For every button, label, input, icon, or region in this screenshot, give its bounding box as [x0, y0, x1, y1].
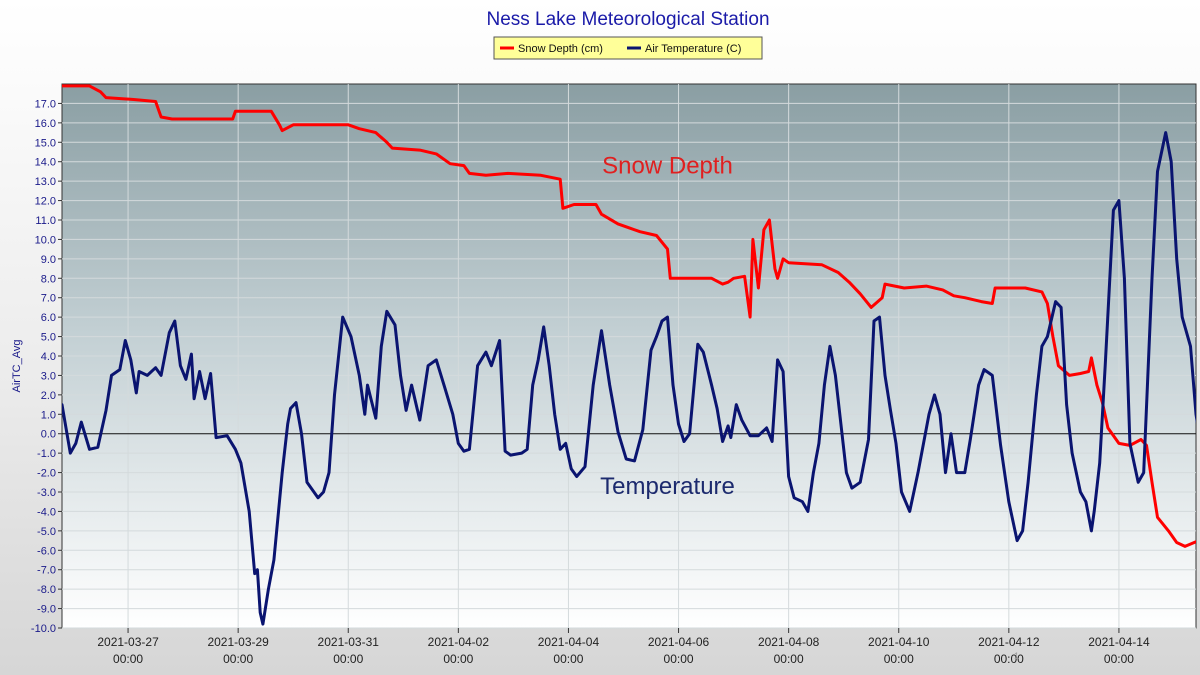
y-tick-label: 9.0: [41, 254, 56, 266]
x-tick-label-time: 00:00: [113, 652, 143, 666]
air-temperature-line: [62, 131, 1196, 626]
y-tick-label: 2.0: [41, 390, 56, 402]
x-tick-label-time: 00:00: [994, 652, 1024, 666]
y-tick-label: 15.0: [35, 137, 56, 149]
y-tick-label: -5.0: [37, 526, 56, 538]
y-tick-label: -10.0: [31, 623, 56, 635]
x-tick-label-date: 2021-04-06: [648, 635, 710, 649]
x-tick-label-time: 00:00: [553, 652, 583, 666]
y-tick-label: 6.0: [41, 312, 56, 324]
annotation-temperature: Temperature: [600, 473, 735, 500]
y-tick-label: 10.0: [35, 234, 56, 246]
y-tick-label: 16.0: [35, 118, 56, 130]
y-tick-label: -2.0: [37, 468, 56, 480]
series-lines: [62, 84, 1196, 626]
x-tick-label-date: 2021-04-02: [428, 635, 490, 649]
y-tick-label: 1.0: [41, 409, 56, 421]
y-tick-label: 3.0: [41, 370, 56, 382]
x-tick-label-date: 2021-04-10: [868, 635, 930, 649]
x-tick-label-time: 00:00: [1104, 652, 1134, 666]
y-tick-label: -9.0: [37, 604, 56, 616]
y-tick-label: 14.0: [35, 157, 56, 169]
y-axis: -10.0 -9.0 -8.0 -7.0 -6.0 -5.0 -4.0 -3.0 -2.0 -1.…: [31, 98, 62, 635]
y-tick-label: 0.0: [41, 429, 56, 441]
y-tick-label: 12.0: [35, 196, 56, 208]
x-tick-label-date: 2021-03-29: [207, 635, 269, 649]
y-tick-label: 4.0: [41, 351, 56, 363]
x-tick-label-time: 00:00: [223, 652, 253, 666]
x-tick-label-date: 2021-04-14: [1088, 635, 1150, 649]
x-tick-label-date: 2021-03-27: [97, 635, 159, 649]
y-tick-label: -7.0: [37, 565, 56, 577]
legend: Snow Depth (cm) Air Temperature (C): [493, 36, 763, 60]
x-tick-label-date: 2021-04-04: [538, 635, 600, 649]
x-tick-label-time: 00:00: [443, 652, 473, 666]
y-tick-label: 8.0: [41, 273, 56, 285]
y-tick-label: 13.0: [35, 176, 56, 188]
snow-depth-line: [62, 84, 1196, 548]
footnote: 1: [1014, 651, 1019, 661]
x-tick-label-time: 00:00: [884, 652, 914, 666]
x-tick-label-time: 00:00: [774, 652, 804, 666]
legend-label-snow-depth: Snow Depth (cm): [518, 43, 603, 55]
x-tick-label-time: 00:00: [664, 652, 694, 666]
x-tick-label-date: 2021-03-31: [318, 635, 380, 649]
gridlines: [62, 84, 1196, 629]
y-tick-label: -8.0: [37, 584, 56, 596]
y-tick-label: -6.0: [37, 545, 56, 557]
legend-label-air-temperature: Air Temperature (C): [645, 43, 741, 55]
x-axis: 2021-03-27 00:00 2021-03-29 00:00 2021-03-31…: [97, 628, 1150, 666]
y-tick-label: 11.0: [35, 215, 56, 227]
y-tick-label: 7.0: [41, 293, 56, 305]
chart-title: Ness Lake Meteorological Station: [486, 9, 769, 30]
annotation-snow-depth: Snow Depth: [602, 152, 733, 179]
y-tick-label: 17.0: [35, 98, 56, 110]
y-tick-label: 5.0: [41, 332, 56, 344]
y-tick-label: -1.0: [37, 448, 56, 460]
y-tick-label: -4.0: [37, 506, 56, 518]
x-tick-label-time: 00:00: [333, 652, 363, 666]
y-tick-label: -3.0: [37, 487, 56, 499]
x-tick-label-date: 2021-04-12: [978, 635, 1040, 649]
x-tick-label-date: 2021-04-08: [758, 635, 820, 649]
y-axis-label: AirTC_Avg: [11, 340, 23, 393]
